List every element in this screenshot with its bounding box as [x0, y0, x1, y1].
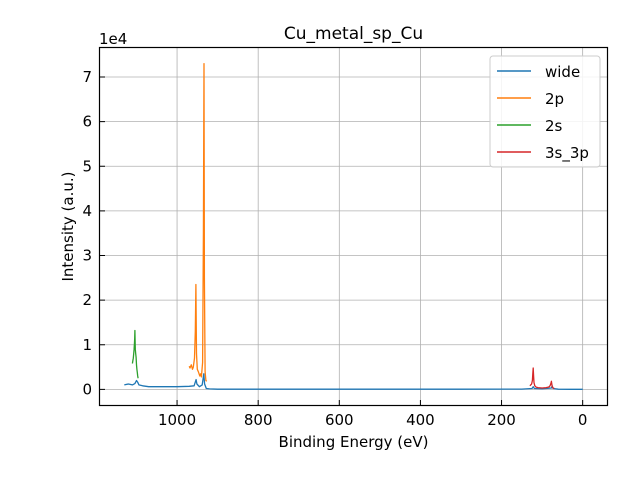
x-tick-label: 600 [325, 411, 354, 429]
plot-frame [98, 46, 609, 407]
y-tick-label: 1 [82, 336, 92, 354]
y-tick-label: 3 [82, 247, 92, 265]
plot-series [124, 62, 583, 390]
series-line-3s-3p [529, 367, 555, 390]
x-tick-label: 200 [487, 411, 516, 429]
legend-label: wide [545, 63, 580, 81]
series-line-2s [131, 329, 139, 379]
legend-label: 2s [545, 117, 563, 135]
legend-label: 2p [545, 90, 564, 108]
y-tick-label: 6 [82, 113, 92, 131]
y-tick-label: 7 [82, 68, 92, 86]
grid [100, 48, 607, 405]
x-axis-label: Binding Energy (eV) [279, 433, 429, 451]
series-line-wide [124, 373, 583, 390]
y-tick-label: 2 [82, 291, 92, 309]
legend-label: 3s_3p [545, 144, 589, 163]
y-offset-label: 1e4 [99, 30, 127, 48]
x-tick-label: 800 [244, 411, 273, 429]
axis-ticks: 1000 800 600 400 200 0 0 1 2 3 4 5 6 7 [82, 68, 587, 429]
legend: wide 2p 2s 3s_3p [489, 55, 601, 168]
legend-box [489, 55, 601, 168]
series-line-2p [188, 62, 208, 382]
x-tick-label: 1000 [158, 411, 196, 429]
x-tick-label: 0 [578, 411, 588, 429]
chart-title: Cu_metal_sp_Cu [284, 24, 423, 44]
y-axis-label: Intensity (a.u.) [59, 172, 77, 282]
y-tick-label: 5 [82, 157, 92, 175]
x-tick-label: 400 [406, 411, 435, 429]
y-tick-label: 4 [82, 202, 92, 220]
y-tick-label: 0 [82, 380, 92, 398]
